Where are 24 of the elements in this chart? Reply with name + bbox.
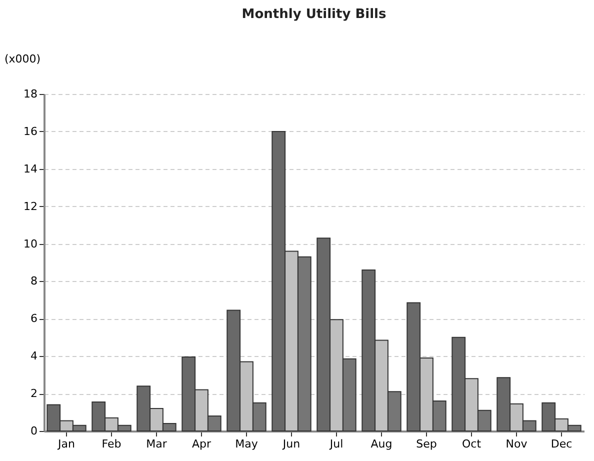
x-tick-label: Jan — [57, 438, 75, 450]
x-tick-label: Feb — [102, 438, 122, 450]
x-tick-label: Jul — [328, 438, 344, 450]
chart-title: Monthly Utility Bills — [242, 7, 386, 22]
y-tick-label: 14 — [24, 162, 38, 176]
y-axis-title: (x000) — [4, 52, 41, 66]
x-tick-label: Oct — [462, 438, 482, 450]
y-tick-label: 2 — [30, 387, 38, 400]
y-tick-label: 12 — [24, 200, 38, 213]
y-tick-label: 18 — [24, 88, 38, 100]
y-tick-label: 0 — [30, 424, 38, 438]
x-tick-label: Nov — [506, 438, 528, 450]
x-tick-label: Mar — [146, 438, 168, 450]
x-tick-label: Sep — [416, 438, 437, 450]
x-tick-label: Jun — [282, 438, 300, 450]
y-tick-label: 6 — [30, 312, 38, 326]
x-tick-label: Aug — [370, 438, 392, 450]
y-tick-label: 8 — [30, 274, 38, 288]
y-tick-label: 10 — [24, 237, 38, 250]
y-tick-label: 16 — [24, 124, 38, 138]
x-tick-label: Dec — [550, 438, 572, 450]
x-tick-label: May — [235, 438, 258, 450]
x-tick-label: Apr — [192, 438, 212, 450]
y-tick-label: 4 — [30, 350, 38, 363]
